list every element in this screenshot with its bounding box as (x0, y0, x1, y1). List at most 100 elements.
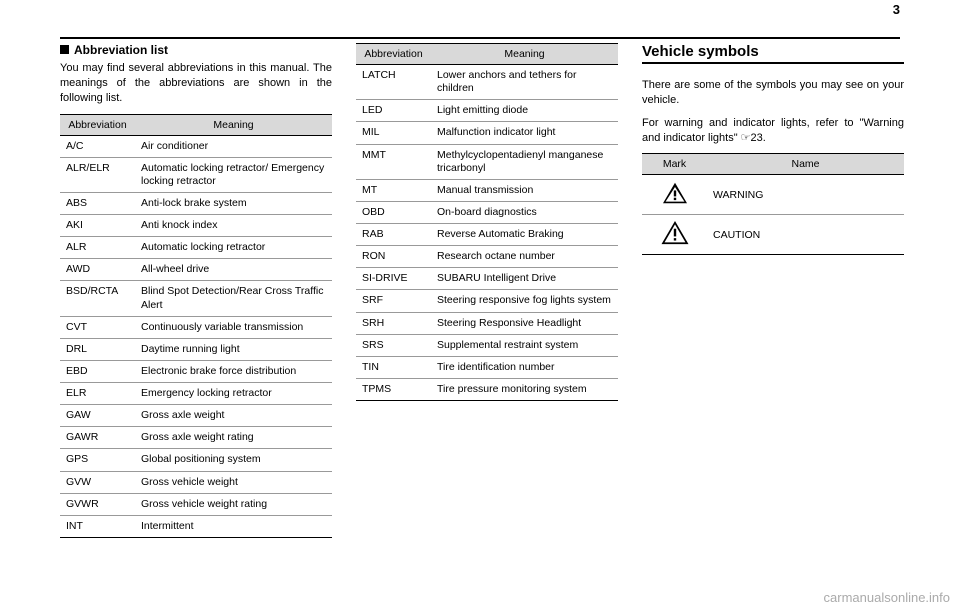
meaning-cell: Automatic locking retractor/ Emergency l… (135, 157, 332, 192)
table-row: GVWRGross vehicle weight rating (60, 493, 332, 515)
table-row: A/CAir conditioner (60, 135, 332, 157)
meaning-cell: Tire identification number (431, 356, 618, 378)
abbr-cell: TIN (356, 356, 431, 378)
table-row: GAWGross axle weight (60, 405, 332, 427)
caution-icon (661, 236, 689, 248)
table-row: LATCHLower anchors and tethers for child… (356, 65, 618, 100)
abbr-cell: BSD/RCTA (60, 281, 135, 316)
abbreviation-table-2: Abbreviation Meaning LATCHLower anchors … (356, 43, 618, 401)
abbr-cell: SRS (356, 334, 431, 356)
abbr-cell: LATCH (356, 65, 431, 100)
meaning-cell: Automatic locking retractor (135, 237, 332, 259)
meaning-cell: All-wheel drive (135, 259, 332, 281)
table-row: TINTire identification number (356, 356, 618, 378)
abbr-cell: GVW (60, 471, 135, 493)
abbr-cell: MIL (356, 122, 431, 144)
meaning-cell: Supplemental restraint system (431, 334, 618, 356)
meaning-cell: Research octane number (431, 246, 618, 268)
table-row: RABReverse Automatic Braking (356, 224, 618, 246)
column-2: Abbreviation Meaning LATCHLower anchors … (356, 43, 618, 538)
symbol-name: CAUTION (707, 215, 904, 255)
abbr-cell: TPMS (356, 378, 431, 400)
meaning-cell: Intermittent (135, 515, 332, 537)
table-row: AWDAll-wheel drive (60, 259, 332, 281)
abbr-cell: AKI (60, 215, 135, 237)
table3-header-name: Name (707, 154, 904, 175)
abbr-cell: GAW (60, 405, 135, 427)
table-row: GVWGross vehicle weight (60, 471, 332, 493)
page-number: 3 (60, 2, 900, 17)
table-row: ALR/ELRAutomatic locking retractor/ Emer… (60, 157, 332, 192)
meaning-cell: Daytime running light (135, 338, 332, 360)
abbr-cell: ELR (60, 383, 135, 405)
table-row: TPMSTire pressure monitoring system (356, 378, 618, 400)
meaning-cell: Global positioning system (135, 449, 332, 471)
table3-header-mark: Mark (642, 154, 707, 175)
table-row: RONResearch octane number (356, 246, 618, 268)
abbr-cell: LED (356, 100, 431, 122)
table-row: INTIntermittent (60, 515, 332, 537)
meaning-cell: Electronic brake force distribution (135, 360, 332, 382)
table-row: GAWRGross axle weight rating (60, 427, 332, 449)
meaning-cell: Air conditioner (135, 135, 332, 157)
meaning-cell: Steering responsive fog lights system (431, 290, 618, 312)
abbr-cell: SI-DRIVE (356, 268, 431, 290)
table-row: SI-DRIVESUBARU Intelligent Drive (356, 268, 618, 290)
abbr-cell: MT (356, 179, 431, 201)
meaning-cell: Malfunction indicator light (431, 122, 618, 144)
abbreviation-intro: You may find several abbreviations in th… (60, 61, 332, 106)
table-row: MILMalfunction indicator light (356, 122, 618, 144)
meaning-cell: Tire pressure monitoring system (431, 378, 618, 400)
table-row: DRLDaytime running light (60, 338, 332, 360)
table-row: GPSGlobal positioning system (60, 449, 332, 471)
abbr-cell: DRL (60, 338, 135, 360)
meaning-cell: SUBARU Intelligent Drive (431, 268, 618, 290)
abbr-cell: OBD (356, 201, 431, 223)
table-row: SRSSupplemental restraint system (356, 334, 618, 356)
meaning-cell: Reverse Automatic Braking (431, 224, 618, 246)
table-row: MMTMethylcyclopentadienyl manganese tric… (356, 144, 618, 179)
table-row: CVTContinuously variable transmission (60, 316, 332, 338)
meaning-cell: Emergency locking retractor (135, 383, 332, 405)
table-row: OBDOn-board diagnostics (356, 201, 618, 223)
meaning-cell: Steering Responsive Headlight (431, 312, 618, 334)
meaning-cell: Methylcyclopentadienyl manganese tricarb… (431, 144, 618, 179)
table-row: SRHSteering Responsive Headlight (356, 312, 618, 334)
abbr-cell: GVWR (60, 493, 135, 515)
abbr-cell: CVT (60, 316, 135, 338)
table1-header-meaning: Meaning (135, 114, 332, 135)
heading-text: Abbreviation list (74, 43, 168, 57)
column-3: Vehicle symbols There are some of the sy… (642, 43, 904, 538)
table2-header-meaning: Meaning (431, 44, 618, 65)
abbreviation-heading: Abbreviation list (60, 43, 332, 57)
abbr-cell: A/C (60, 135, 135, 157)
abbr-cell: ALR/ELR (60, 157, 135, 192)
table-row: ALRAutomatic locking retractor (60, 237, 332, 259)
vehicle-symbols-intro-1: There are some of the symbols you may se… (642, 78, 904, 108)
bullet-square-icon (60, 45, 69, 54)
table-row: BSD/RCTABlind Spot Detection/Rear Cross … (60, 281, 332, 316)
abbr-cell: GPS (60, 449, 135, 471)
meaning-cell: Gross vehicle weight (135, 471, 332, 493)
abbr-cell: ABS (60, 192, 135, 214)
symbols-table: Mark Name (642, 153, 904, 255)
abbr-cell: ALR (60, 237, 135, 259)
table-row: ABSAnti-lock brake system (60, 192, 332, 214)
symbol-name: WARNING (707, 175, 904, 215)
abbr-cell: RAB (356, 224, 431, 246)
meaning-cell: Gross vehicle weight rating (135, 493, 332, 515)
abbr-cell: GAWR (60, 427, 135, 449)
abbr-cell: AWD (60, 259, 135, 281)
meaning-cell: Manual transmission (431, 179, 618, 201)
table-row: AKIAnti knock index (60, 215, 332, 237)
meaning-cell: On-board diagnostics (431, 201, 618, 223)
table2-header-abbr: Abbreviation (356, 44, 431, 65)
table-row: EBDElectronic brake force distribution (60, 360, 332, 382)
vehicle-symbols-intro-2: For warning and indicator lights, refer … (642, 116, 904, 146)
table-row: MTManual transmission (356, 179, 618, 201)
table1-header-abbr: Abbreviation (60, 114, 135, 135)
meaning-cell: Continuously variable transmission (135, 316, 332, 338)
warning-icon (661, 196, 689, 208)
meaning-cell: Gross axle weight (135, 405, 332, 427)
meaning-cell: Blind Spot Detection/Rear Cross Traffic … (135, 281, 332, 316)
